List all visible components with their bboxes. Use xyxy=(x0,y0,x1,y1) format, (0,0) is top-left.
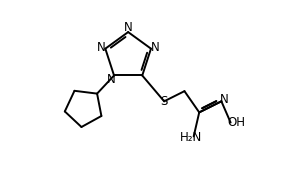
Text: N: N xyxy=(151,41,160,54)
Text: S: S xyxy=(160,95,168,108)
Text: N: N xyxy=(97,41,105,54)
Text: N: N xyxy=(124,21,133,34)
Text: N: N xyxy=(220,93,229,106)
Text: OH: OH xyxy=(227,116,245,129)
Text: H₂N: H₂N xyxy=(180,131,202,144)
Text: N: N xyxy=(107,73,116,86)
